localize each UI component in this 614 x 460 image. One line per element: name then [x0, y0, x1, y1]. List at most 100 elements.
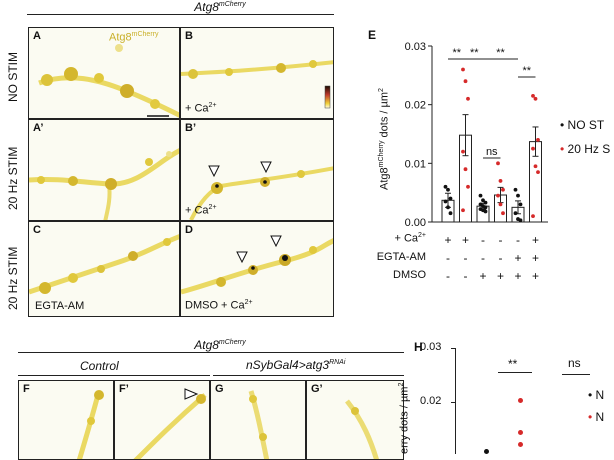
- panel-e-data-point: [516, 217, 520, 221]
- panel-e-bar: [529, 141, 542, 223]
- panel-e-data-point: [513, 211, 518, 216]
- micrograph-image-f-prime: [133, 388, 207, 459]
- panel-note-d-sup: 2+: [244, 299, 253, 307]
- bottom-genotype-title: Atg8mCherry: [150, 338, 290, 352]
- panel-e-axes: 0.00 0.01 0.02 0.03: [405, 41, 548, 229]
- panel-h-y-axis: [455, 348, 456, 454]
- panel-e-bar: [441, 199, 455, 223]
- panel-e-data-point: [463, 79, 468, 84]
- panel-e-data-point: [443, 199, 448, 204]
- panel-e-condition-mark: +: [462, 233, 469, 247]
- panel-e-condition-mark: +: [532, 269, 539, 283]
- panel-e-data-point: [483, 200, 488, 205]
- micrograph-image-f: [76, 390, 104, 459]
- panel-e-data-point: [531, 146, 535, 151]
- panel-e-condition-mark: -: [481, 251, 485, 265]
- legend-no-stim-dot: •: [560, 118, 565, 132]
- panel-h-y-axis-label: erry dots / µm2: [398, 383, 411, 454]
- panel-h-dot-red-3: [518, 442, 523, 447]
- group-label-rnai-text: nSybGal4>atg3: [246, 358, 330, 372]
- arrowhead-icon: [184, 388, 199, 400]
- panel-e-ytick-label: 0.03: [405, 41, 426, 53]
- legend-stim-label: 20 Hz S: [567, 142, 611, 156]
- panel-letter-c: C: [33, 224, 41, 236]
- panel-e-ytick-label: 0.01: [405, 158, 426, 170]
- panel-e-data-point: [501, 211, 505, 216]
- panel-h-legend-1-text: N: [595, 388, 605, 402]
- panel-e-condition-mark: +: [514, 269, 521, 283]
- panel-e-condition-mark: -: [464, 269, 468, 283]
- condition-label-ca-text: + Ca: [394, 232, 419, 245]
- condition-row-label-egta: EGTA-AM: [376, 251, 426, 263]
- panel-note-b-prime-text: + Ca: [185, 205, 209, 217]
- row-label-20hz-stim-2: 20 Hz STIM: [6, 246, 20, 310]
- legend-item-no-stim: • NO ST: [560, 118, 610, 142]
- panel-e-data-point: [536, 137, 540, 142]
- panel-letter-d: D: [185, 224, 193, 236]
- micrograph-image-g: [248, 390, 270, 459]
- panel-h-dot-red-1: [518, 398, 523, 403]
- panel-e-data-point: [501, 187, 505, 192]
- micrograph-panel-c: C EGTA-AM: [28, 221, 180, 317]
- panel-e-y-axis-label: Atg8mCherry dots / µm2: [378, 88, 391, 190]
- panel-letter-h: H: [414, 340, 423, 354]
- genotype-title-sup: mCherry: [218, 1, 246, 8]
- panel-e-condition-mark: -: [499, 233, 503, 247]
- panel-inner-label-sup: mCherry: [131, 31, 159, 38]
- micrograph-panel-g-prime: G’: [306, 380, 404, 460]
- row-label-no-stim: NO STIM: [6, 52, 20, 102]
- panel-e-bar: [459, 134, 472, 223]
- group-label-rnai-sup: RNAi: [329, 359, 346, 366]
- panel-h-sig-1: **: [508, 357, 518, 371]
- panel-e-data-point: [463, 167, 468, 172]
- panel-e-condition-mark: -: [446, 251, 450, 265]
- panel-e-data-point: [498, 202, 503, 207]
- panel-e-data-point: [446, 187, 450, 192]
- panel-e-data-point: [531, 93, 535, 98]
- bottom-genotype-sup: mCherry: [218, 339, 246, 346]
- panel-e-data-point: [446, 205, 450, 210]
- top-title-rule: [27, 14, 334, 15]
- panel-note-b: + Ca2+: [185, 102, 217, 115]
- legend-stim-dot: •: [560, 142, 565, 156]
- micrograph-panel-a-prime: A’: [28, 119, 180, 221]
- micrograph-image-a: [38, 44, 179, 118]
- panel-e-data-point: [483, 209, 488, 214]
- panel-e-data-point: [466, 96, 470, 101]
- panel-e-condition-mark: +: [479, 269, 486, 283]
- panel-e-data-point: [496, 161, 500, 166]
- panel-e-data-point: [498, 179, 503, 183]
- panel-e-condition-mark: +: [532, 233, 539, 247]
- panel-e-data-point: [496, 193, 500, 198]
- panel-e-legend: • NO ST • 20 Hz S: [560, 118, 610, 166]
- panel-e-condition-mark: +: [532, 251, 539, 265]
- condition-row-label-ca: + Ca2+: [378, 232, 426, 245]
- panel-e-significance-label: **: [522, 65, 531, 77]
- genotype-title-text: Atg8: [194, 0, 219, 14]
- panel-note-d-text: DMSO + Ca: [185, 300, 245, 312]
- panel-e-bars: [441, 114, 542, 223]
- panel-e-ytick-label: 0.00: [405, 217, 426, 229]
- panel-e-condition-mark: +: [444, 233, 451, 247]
- panel-e-data-point: [448, 196, 453, 201]
- legend-no-stim-label: NO ST: [567, 118, 605, 132]
- panel-e-condition-mark: -: [464, 251, 468, 265]
- panel-e-points: [443, 67, 540, 223]
- panel-e-ylabel-text: Atg8: [378, 167, 391, 190]
- panel-letter-g-prime: G’: [311, 383, 323, 395]
- group-label-control: Control: [80, 359, 119, 373]
- panel-e-condition-mark: -: [516, 233, 520, 247]
- panel-e-significance: ** ** ****ns+ + - - - +- - - - + +- - + + + +: [444, 47, 539, 283]
- panel-e-bar: [476, 205, 490, 223]
- panel-h-dot-red-2: [518, 430, 523, 435]
- panel-e-data-point: [533, 96, 538, 101]
- arrowhead-icon: [270, 235, 282, 248]
- group-rule-control: [18, 375, 210, 376]
- panel-h-ytick-002: 0.02: [420, 395, 442, 407]
- panel-e-significance-label: ns: [486, 146, 498, 158]
- panel-letter-a-prime: A’: [33, 122, 44, 134]
- panel-letter-g: G: [215, 383, 224, 395]
- bottom-title-rule: [18, 352, 404, 353]
- panel-e-ylabel-exp: 2: [378, 88, 385, 92]
- panel-letter-f: F: [23, 383, 30, 395]
